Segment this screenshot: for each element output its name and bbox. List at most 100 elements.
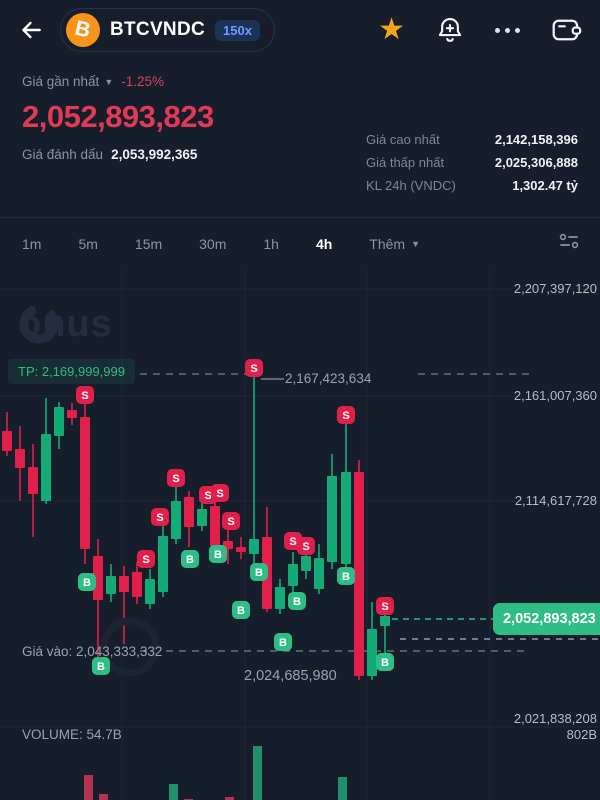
buy-signal-badge[interactable] xyxy=(376,653,394,671)
signal-letter: S xyxy=(250,363,257,375)
buy-signal-badge[interactable] xyxy=(78,573,96,591)
candle-body xyxy=(327,476,337,562)
last-price-tag: 2,052,893,823 xyxy=(493,603,600,635)
tab-15m[interactable]: 15m xyxy=(134,235,163,252)
mark-price-label: Giá đánh dấu xyxy=(22,147,104,162)
signal-letter: B xyxy=(237,605,245,617)
buy-signal-badge[interactable] xyxy=(250,563,268,581)
favorite-button[interactable]: ★ xyxy=(378,15,405,45)
sell-signal-badge[interactable] xyxy=(222,512,240,530)
more-label: Thêm xyxy=(369,235,406,252)
buy-signal-badge[interactable] xyxy=(181,550,199,568)
volume-bar xyxy=(84,775,93,800)
back-button[interactable] xyxy=(16,15,46,45)
stat-high: Giá cao nhất 2,142,158,396 xyxy=(366,132,578,147)
y-axis-price-label: 2,114,617,728 xyxy=(514,493,597,508)
signal-letter: S xyxy=(289,536,296,548)
sell-signal-badge[interactable] xyxy=(167,469,185,487)
sell-signal-badge[interactable] xyxy=(137,550,155,568)
candle-body xyxy=(275,587,285,609)
candle-body xyxy=(288,564,298,586)
volume-indicator-label: VOLUME: 54.7B xyxy=(22,727,122,742)
tab-4h[interactable]: 4h xyxy=(315,235,333,252)
candle-body xyxy=(197,509,207,526)
signal-letter: B xyxy=(97,661,105,673)
watermark-ring-faint xyxy=(100,617,160,677)
pair-name: BTCVNDC xyxy=(110,19,205,40)
candle-body xyxy=(184,497,194,527)
more-timeframes-dropdown[interactable]: Thêm ▼ xyxy=(369,236,420,252)
take-profit-chip[interactable]: TP: 2,169,999,999 xyxy=(8,359,135,384)
signal-letter: B xyxy=(83,577,91,589)
stat-low-label: Giá thấp nhất xyxy=(366,155,445,170)
chevron-down-icon: ▼ xyxy=(104,76,114,87)
buy-signal-badge[interactable] xyxy=(288,592,306,610)
buy-signal-badge[interactable] xyxy=(92,657,110,675)
candle-body xyxy=(249,539,259,554)
mark-price-value: 2,053,992,365 xyxy=(111,147,198,162)
volume-bar xyxy=(338,777,347,800)
candle-body xyxy=(15,449,25,468)
wallet-button[interactable] xyxy=(550,15,582,45)
signal-letter: S xyxy=(172,473,179,485)
price-type-dropdown[interactable]: Giá gần nhất ▼ xyxy=(22,74,113,89)
sell-signal-badge[interactable] xyxy=(76,386,94,404)
signal-letter: B xyxy=(255,567,263,579)
signal-letter: B xyxy=(342,571,350,583)
buy-signal-badge[interactable] xyxy=(232,601,250,619)
sell-signal-badge[interactable] xyxy=(376,597,394,615)
sell-signal-badge[interactable] xyxy=(337,406,355,424)
sell-signal-badge[interactable] xyxy=(245,359,263,377)
candle-body xyxy=(67,410,77,418)
buy-signal-badge[interactable] xyxy=(209,545,227,563)
candle-body xyxy=(28,467,38,494)
y-axis-price-label: 2,161,007,360 xyxy=(513,388,597,403)
candle-body xyxy=(301,556,311,571)
sell-signal-badge[interactable] xyxy=(297,537,315,555)
signal-letter: S xyxy=(156,512,163,524)
buy-signal-badge[interactable] xyxy=(337,567,355,585)
pair-selector[interactable]: B BTCVNDC 150x xyxy=(60,8,275,52)
volume-bar xyxy=(253,746,262,800)
signal-letter: S xyxy=(204,490,211,502)
buy-signal-badge[interactable] xyxy=(274,633,292,651)
tab-5m[interactable]: 5m xyxy=(78,235,98,252)
candle-body xyxy=(145,579,155,604)
percent-change: -1.25% xyxy=(121,74,165,89)
signal-letter: S xyxy=(381,601,388,613)
sell-signal-badge[interactable] xyxy=(211,484,229,502)
bell-plus-icon xyxy=(438,17,462,42)
candle-body xyxy=(132,572,142,597)
stat-volume-value: 1,302.47 tỷ xyxy=(512,178,578,193)
last-price: 2,052,893,823 xyxy=(22,99,214,134)
back-arrow-icon xyxy=(22,21,41,39)
price-alert-button[interactable] xyxy=(435,15,465,45)
candle-body xyxy=(119,576,129,592)
signal-letter: B xyxy=(214,549,222,561)
sliders-icon xyxy=(559,233,579,249)
bitcoin-icon: B xyxy=(66,13,100,47)
tab-1m[interactable]: 1m xyxy=(22,235,42,252)
tab-1h[interactable]: 1h xyxy=(263,235,279,252)
volume-bar xyxy=(225,797,234,800)
entry-price-annotation: Giá vào: 2,043,333,332 xyxy=(22,644,163,659)
top-bar: B BTCVNDC 150x ★ xyxy=(0,0,600,60)
candle-body xyxy=(158,536,168,592)
candle-body xyxy=(54,407,64,436)
candle-body xyxy=(2,431,12,451)
candle-body xyxy=(367,629,377,676)
candle-body xyxy=(80,417,90,549)
tab-30m[interactable]: 30m xyxy=(199,235,227,252)
signal-letter: S xyxy=(302,541,309,553)
signal-letter: S xyxy=(216,488,223,500)
low-price-annotation: 2,024,685,980 xyxy=(244,668,337,684)
spike-price-annotation: 2,167,423,634 xyxy=(285,371,372,386)
stat-low-value: 2,025,306,888 xyxy=(494,155,578,170)
sell-signal-badge[interactable] xyxy=(151,508,169,526)
price-section: Giá gần nhất ▼ -1.25% 2,052,893,823 Giá … xyxy=(0,60,600,195)
chart-settings-button[interactable] xyxy=(558,231,580,256)
more-menu-button[interactable] xyxy=(495,27,520,33)
signal-letter: B xyxy=(279,637,287,649)
candle-body xyxy=(236,547,246,552)
